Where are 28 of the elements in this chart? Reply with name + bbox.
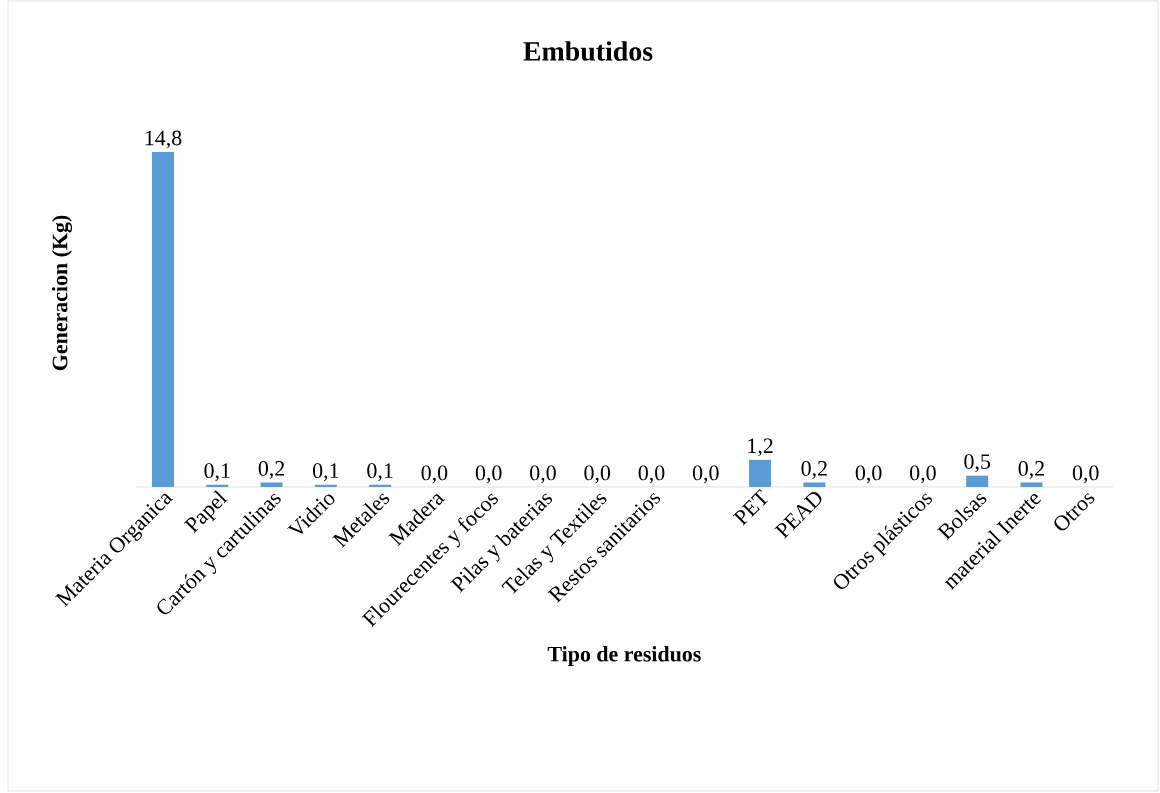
data-label: 0,1 <box>312 463 339 482</box>
x-axis-title: Tipo de residuos <box>547 646 701 666</box>
bar <box>966 475 989 487</box>
data-label: 0,0 <box>692 465 719 484</box>
data-label: 0,2 <box>258 460 285 479</box>
data-label: 0,0 <box>1072 465 1099 484</box>
data-label: 0,0 <box>475 465 502 484</box>
data-label: 0,2 <box>801 460 827 479</box>
bar <box>803 482 826 487</box>
bar <box>1020 482 1043 487</box>
bar <box>260 482 283 487</box>
data-label: 0,2 <box>1018 460 1044 479</box>
x-tick-label: PET <box>732 488 768 526</box>
data-label: 0,1 <box>367 463 393 482</box>
data-label: 14,8 <box>145 130 182 149</box>
data-label: 0,0 <box>584 465 611 484</box>
y-axis-title: Generacion (Kg) <box>51 215 73 371</box>
data-label: 0,5 <box>964 454 991 473</box>
bar <box>749 459 772 487</box>
chart-title: Embutidos <box>523 41 653 61</box>
bar <box>152 152 175 487</box>
data-label: 0,0 <box>855 465 882 484</box>
data-label: 0,1 <box>204 463 230 482</box>
data-label: 0,0 <box>421 465 448 484</box>
data-label: 0,0 <box>530 465 556 484</box>
data-label: 0,0 <box>910 465 936 484</box>
data-label: 0,0 <box>638 465 665 484</box>
data-label: 1,2 <box>748 438 773 457</box>
